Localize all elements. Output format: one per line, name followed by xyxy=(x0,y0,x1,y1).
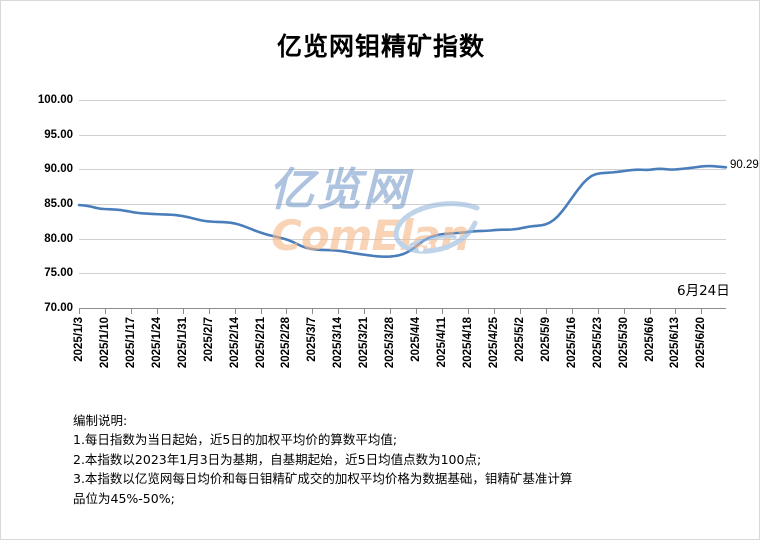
x-axis-tick-mark xyxy=(649,308,651,314)
gridline xyxy=(79,169,726,171)
x-axis-tick-mark xyxy=(675,308,677,314)
x-axis-tick-label: 2025/3/14 xyxy=(332,317,345,369)
x-axis-tick-label: 2025/5/9 xyxy=(539,317,552,362)
x-axis-line xyxy=(79,308,726,309)
last-value-data-label: 90.29 xyxy=(730,159,759,172)
gridline xyxy=(79,273,726,275)
x-axis-tick-label: 2025/1/24 xyxy=(150,317,163,369)
x-axis-tick-label: 2025/2/21 xyxy=(254,317,267,369)
x-axis-tick-label: 2025/1/10 xyxy=(98,317,111,369)
x-axis-tick-mark xyxy=(701,308,703,314)
x-axis-tick-mark xyxy=(130,308,132,314)
x-axis-tick-label: 2025/2/14 xyxy=(228,317,241,369)
x-axis-tick-label: 2025/3/7 xyxy=(306,317,319,362)
x-axis-tick-label: 2025/6/13 xyxy=(669,317,682,369)
x-axis-tick-label: 2025/2/7 xyxy=(202,317,215,362)
footnote-heading: 编制说明: xyxy=(73,413,128,428)
x-axis-tick-mark xyxy=(182,308,184,314)
footnote-line: 1.每日指数为当日起始，近5日的加权平均价的算数平均值; xyxy=(73,432,398,448)
x-axis-tick-label: 2025/4/4 xyxy=(410,317,423,362)
x-axis-tick-mark xyxy=(571,308,573,314)
y-axis-tick-labels: 100.00 95.00 90.00 85.00 80.00 75.00 70.00 xyxy=(1,1,73,539)
x-axis-tick-label: 2025/4/11 xyxy=(436,317,449,368)
footnote-block: 编制说明: 1.每日指数为当日起始，近5日的加权平均价的算数平均值; 2.本指数以2… xyxy=(73,411,749,508)
x-axis-tick-label: 2025/2/28 xyxy=(280,317,293,369)
x-axis-tick-label: 2025/5/30 xyxy=(617,317,630,369)
x-axis-tick-label: 2025/4/18 xyxy=(461,317,474,369)
y-axis-tick-label: 100.00 xyxy=(37,94,73,106)
y-axis-tick-label: 70.00 xyxy=(44,302,73,314)
x-axis-tick-mark xyxy=(260,308,262,314)
x-axis-tick-mark xyxy=(442,308,444,314)
x-axis-tick-mark xyxy=(519,308,521,314)
x-axis-tick-mark xyxy=(623,308,625,314)
x-axis-tick-mark xyxy=(545,308,547,314)
y-axis-tick-label: 75.00 xyxy=(44,267,73,280)
x-axis-tick-mark xyxy=(104,308,106,314)
gridline xyxy=(79,134,726,136)
x-axis-tick-label: 2025/3/21 xyxy=(358,317,371,369)
x-axis-tick-mark xyxy=(364,308,366,314)
x-axis-tick-label: 2025/6/6 xyxy=(643,317,656,362)
x-axis-tick-mark xyxy=(286,308,288,314)
x-axis-tick-mark xyxy=(467,308,469,314)
x-axis-tick-mark xyxy=(493,308,495,314)
x-axis-tick-mark xyxy=(338,308,340,314)
x-axis-tick-label: 2025/1/31 xyxy=(176,317,189,369)
x-axis-tick-mark xyxy=(390,308,392,314)
x-axis-tick-label: 2025/1/17 xyxy=(124,317,137,369)
x-axis-tick-mark xyxy=(208,308,210,314)
x-axis-tick-label: 2025/5/23 xyxy=(591,317,604,369)
y-axis-tick-label: 85.00 xyxy=(44,198,73,210)
series-line-chart xyxy=(77,164,728,258)
y-axis-tick-label: 80.00 xyxy=(44,232,73,245)
gridline xyxy=(79,100,726,101)
date-annotation: 6月24日 xyxy=(677,283,730,299)
x-axis-tick-marks xyxy=(79,308,726,314)
x-axis-tick-mark xyxy=(234,308,236,314)
x-axis-tick-mark xyxy=(597,308,599,314)
series-line-molybdenum-index xyxy=(77,164,728,258)
x-axis-tick-label: 2025/4/25 xyxy=(487,317,500,369)
x-axis-tick-label: 2025/5/16 xyxy=(565,317,578,369)
x-axis-tick-mark xyxy=(416,308,418,314)
x-axis-tick-label: 2025/3/28 xyxy=(384,317,397,369)
chart-title: 亿览网钼精矿指数 xyxy=(276,32,485,61)
x-axis-tick-label: 2025/1/3 xyxy=(73,317,85,362)
y-axis-tick-label: 95.00 xyxy=(44,128,73,141)
x-axis-tick-label: 2025/5/2 xyxy=(513,317,526,362)
footnote-line: 品位为45%-50%; xyxy=(73,490,175,506)
x-axis-tick-mark xyxy=(312,308,314,314)
footnote-line: 3.本指数以亿览网每日均价和每日钼精矿成交的加权平均价格为数据基础，钼精矿基准计… xyxy=(73,471,573,487)
x-axis-tick-mark xyxy=(156,308,158,314)
x-axis-tick-mark xyxy=(79,308,80,314)
footnote-line: 2.本指数以2023年1月3日为基期，自基期起始，近5日均值点数为100点; xyxy=(73,451,482,467)
y-axis-tick-label: 90.00 xyxy=(44,163,73,176)
x-axis-tick-label: 2025/6/20 xyxy=(695,317,708,369)
